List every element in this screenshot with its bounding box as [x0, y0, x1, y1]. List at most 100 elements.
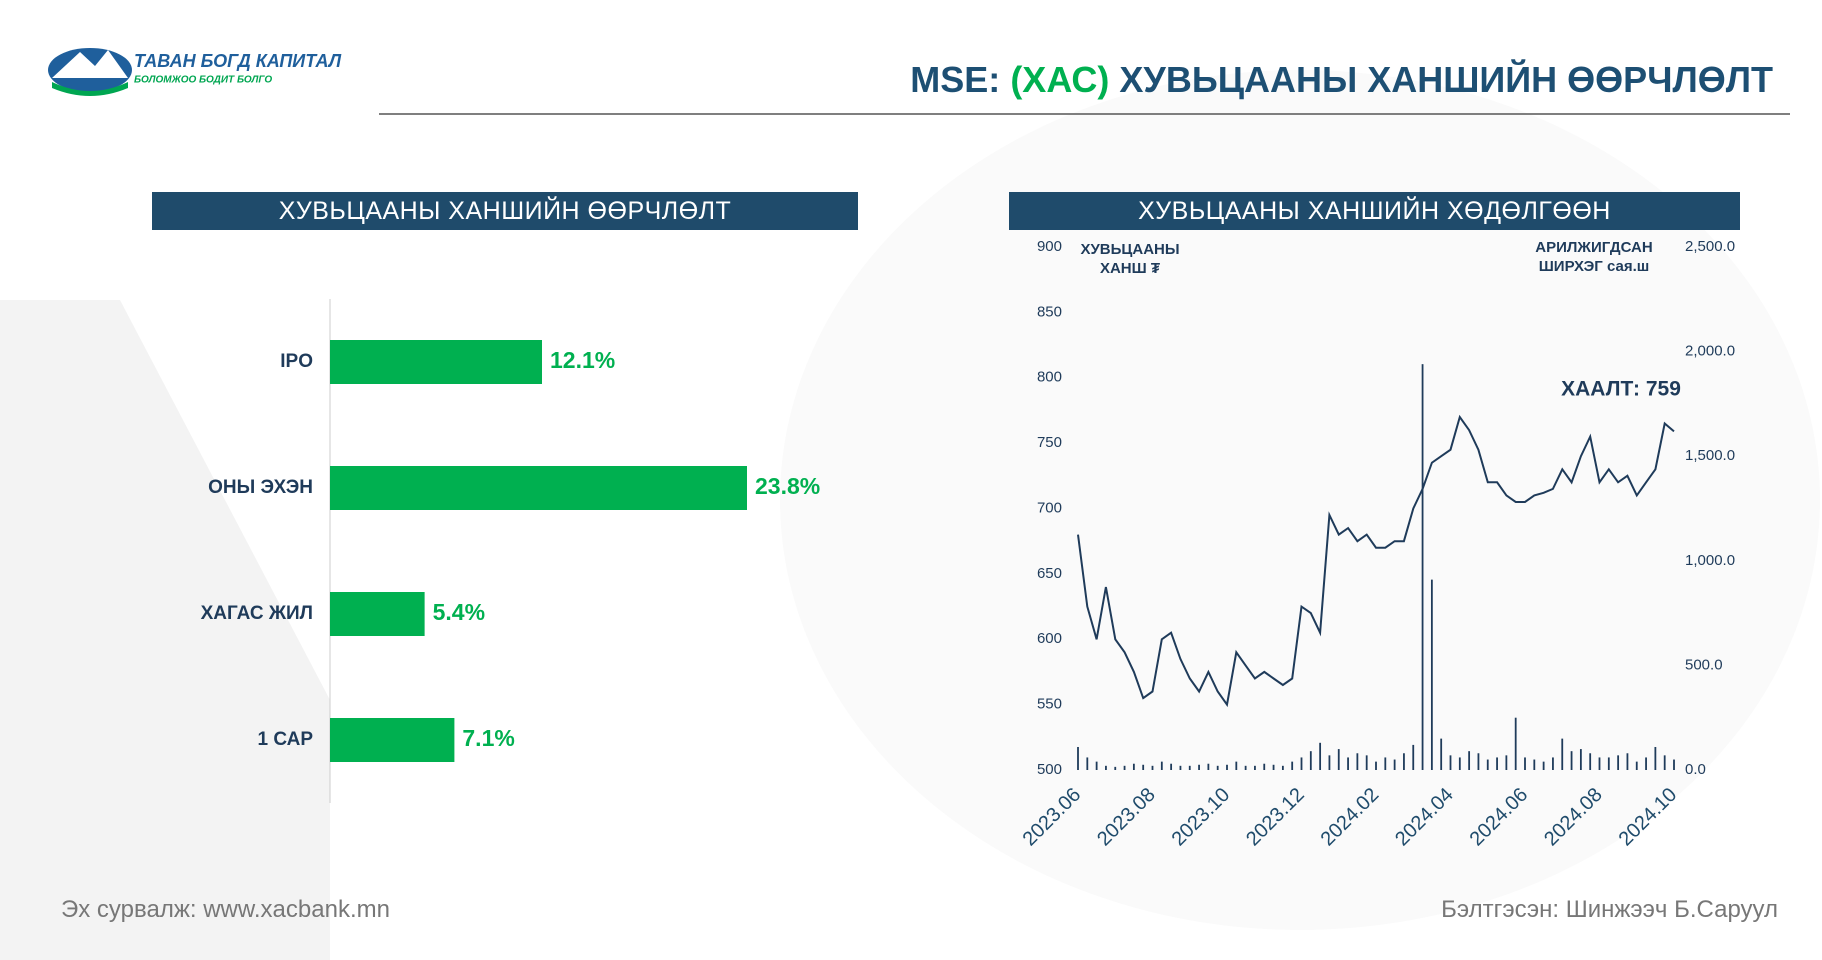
value-label: 23.8%: [755, 473, 820, 499]
volume-bar: [1570, 751, 1573, 770]
volume-bar: [1123, 765, 1126, 770]
volume-bar: [1496, 757, 1498, 770]
volume-bar: [1198, 764, 1200, 770]
volume-bar: [1579, 749, 1582, 770]
y2-tick-label: 1,000.0: [1685, 552, 1735, 569]
y2-tick-label: 1,500.0: [1685, 447, 1735, 464]
volume-bar: [1514, 717, 1517, 770]
category-label: ХАГАС ЖИЛ: [201, 603, 313, 624]
volume-bar: [1105, 765, 1107, 770]
volume-bar: [1151, 765, 1154, 770]
volume-bar: [1393, 759, 1396, 770]
y-tick-label: 550: [1037, 696, 1062, 713]
volume-bar: [1505, 755, 1508, 770]
y2-axis-label: АРИЛЖИГДСАН ШИРХЭГ сая.ш: [1535, 239, 1653, 275]
y-tick-label: 700: [1037, 499, 1062, 516]
title-highlight: (ХАС): [1010, 59, 1109, 100]
volume-bar: [1617, 755, 1620, 770]
y-tick-label: 850: [1037, 303, 1062, 320]
volume-bar: [1170, 763, 1173, 770]
volume-bar: [1384, 757, 1387, 770]
volume-bar: [1291, 761, 1294, 770]
y-tick-label: 750: [1037, 434, 1062, 451]
volume-bar: [1421, 364, 1424, 770]
y-tick-label: 500: [1037, 761, 1062, 778]
volume-bar: [1430, 579, 1433, 770]
volume-bar: [1160, 761, 1163, 770]
volume-bar: [1375, 761, 1377, 770]
volume-bar: [1663, 755, 1666, 770]
title-prefix: MSE:: [910, 59, 1000, 100]
title-rest: ХУВЬЦААНЫ ХАНШИЙН ӨӨРЧЛӨЛТ: [1119, 58, 1773, 100]
volume-bar: [1095, 761, 1098, 770]
category-label: 1 САР: [258, 729, 314, 750]
volume-bar: [1645, 757, 1647, 770]
y-tick-label: 600: [1037, 630, 1062, 647]
volume-bar: [1589, 753, 1592, 770]
volume-bar: [1272, 764, 1275, 770]
volume-bar: [1226, 764, 1228, 770]
volume-bar: [1524, 757, 1526, 770]
volume-bar: [1412, 744, 1415, 770]
y2-tick-label: 500.0: [1685, 656, 1723, 673]
logo-slogan: БОЛОМЖОО БОДИТ БОЛГО: [134, 75, 272, 86]
volume-bar: [1403, 753, 1405, 770]
volume-bar: [1365, 755, 1368, 770]
value-label: 12.1%: [550, 347, 615, 373]
volume-bar: [1337, 749, 1340, 770]
annotation: ХААЛТ: 759: [1561, 378, 1681, 401]
volume-bar: [1561, 738, 1564, 770]
chart-title: ХУВЬЦААНЫ ХАНШИЙН ХӨДӨЛГӨӨН: [1009, 192, 1740, 230]
volume-bar: [1132, 763, 1135, 770]
volume-bar: [1486, 759, 1489, 770]
decor: [0, 300, 330, 960]
bar: [330, 718, 455, 762]
volume-bar: [1635, 761, 1638, 770]
logo-mountain: [52, 50, 128, 78]
volume-bar: [1626, 753, 1629, 770]
volume-bar: [1216, 765, 1219, 770]
volume-bar: [1086, 757, 1089, 770]
y2-tick-label: 2,500.0: [1685, 238, 1735, 255]
bar: [330, 592, 425, 636]
volume-bar: [1356, 753, 1359, 770]
volume-bar: [1281, 765, 1284, 770]
author-note: Бэлтгэсэн: Шинжээч Б.Саруул: [1441, 896, 1778, 923]
decor-globe: [780, 70, 1820, 930]
volume-bar: [1244, 765, 1247, 770]
volume-bar: [1542, 761, 1545, 770]
y2-tick-label: 0.0: [1685, 761, 1706, 778]
volume-bar: [1114, 766, 1117, 770]
volume-bar: [1673, 759, 1675, 770]
volume-bar: [1235, 761, 1238, 770]
volume-bar: [1077, 746, 1079, 770]
volume-bar: [1533, 759, 1536, 770]
volume-bar: [1300, 757, 1303, 770]
y-tick-label: 650: [1037, 565, 1062, 582]
chart-title: ХУВЬЦААНЫ ХАНШИЙН ӨӨРЧЛӨЛТ: [152, 192, 858, 230]
bar: [330, 340, 543, 384]
volume-bar: [1468, 751, 1471, 770]
price-line: [1077, 414, 1675, 708]
volume-bar: [1598, 757, 1601, 770]
value-label: 5.4%: [433, 599, 485, 625]
volume-bar: [1477, 753, 1480, 770]
logo-swoosh: [52, 82, 128, 96]
volume-bar: [1188, 765, 1191, 770]
y-axis-label: ХУВЬЦААНЫ ХАНШ ₮: [1080, 241, 1180, 277]
volume-bar: [1207, 763, 1210, 770]
category-label: ОНЫ ЭХЭН: [208, 477, 313, 498]
volume-bar: [1254, 765, 1256, 770]
volume-bar: [1654, 746, 1657, 770]
volume-bar: [1607, 757, 1610, 770]
volume-bar: [1179, 765, 1182, 770]
volume-bar: [1142, 764, 1145, 770]
volume-bar: [1263, 763, 1266, 770]
y-tick-label: 800: [1037, 369, 1062, 386]
bar: [330, 466, 747, 510]
volume-bar: [1309, 751, 1312, 770]
value-label: 7.1%: [462, 725, 514, 751]
volume-bar: [1458, 757, 1461, 770]
